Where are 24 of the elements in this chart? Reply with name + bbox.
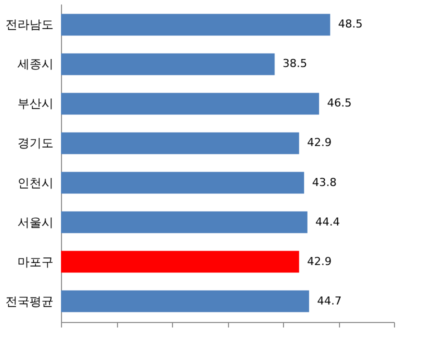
y-tick-label: 세종시 [18,57,54,72]
data-label: 48.5 [338,18,363,31]
y-tick-label: 경기도 [18,136,54,150]
data-label: 44.4 [315,215,340,228]
bar [61,53,275,76]
y-tick-label: 서울시 [18,215,54,230]
bar [61,211,308,234]
bar [61,92,320,115]
data-label: 44.7 [317,294,342,308]
y-tick-label: 마포구 [18,254,54,269]
data-label: 42.9 [307,254,332,268]
y-tick-label: 부산시 [18,96,54,111]
bar [61,14,330,36]
y-tick-label: 전라남도 [6,18,54,32]
data-label: 38.5 [282,57,308,70]
data-label: 46.5 [327,96,352,110]
bar [61,250,300,273]
y-tick-label: 인천시 [18,176,54,190]
y-tick-label: 전국평균 [6,294,54,308]
bar [61,290,310,312]
bar [61,132,300,154]
data-label: 43.8 [312,176,337,189]
bar [61,172,304,194]
data-label: 42.9 [307,136,332,150]
